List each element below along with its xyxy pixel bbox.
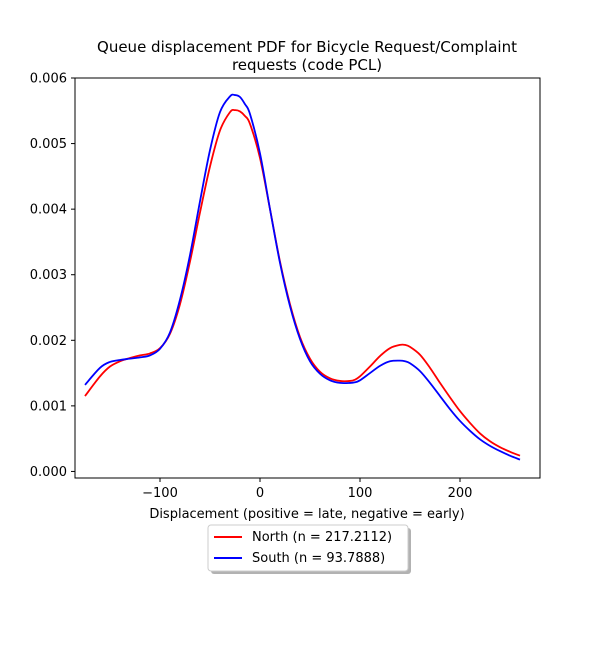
legend-label-south: South (n = 93.7888) — [252, 551, 385, 566]
legend-label-north: North (n = 217.2112) — [252, 530, 392, 545]
legend: North (n = 217.2112) South (n = 93.7888) — [207, 524, 411, 574]
x-tick-label: 100 — [348, 486, 373, 501]
legend-box — [207, 524, 409, 572]
plot-area — [74, 77, 541, 479]
x-tick-label: −100 — [142, 486, 178, 501]
x-axis-label: Displacement (positive = late, negative … — [149, 507, 464, 522]
x-axis-ticks: −100 0 100 200 — [142, 478, 472, 501]
chart-title-line-2: requests (code PCL) — [232, 56, 382, 74]
y-tick-label: 0.000 — [30, 465, 67, 480]
series-lines — [84, 93, 521, 461]
y-tick-label: 0.005 — [30, 137, 67, 152]
y-tick-label: 0.002 — [30, 334, 67, 349]
series-line-south — [84, 93, 521, 461]
y-tick-label: 0.003 — [30, 268, 67, 283]
y-tick-label: 0.004 — [30, 203, 67, 218]
series-line-north — [84, 108, 521, 457]
x-tick-label: 200 — [448, 486, 473, 501]
y-tick-label: 0.006 — [30, 72, 67, 87]
chart-title-line-1: Queue displacement PDF for Bicycle Reque… — [97, 38, 517, 56]
chart-title: Queue displacement PDF for Bicycle Reque… — [97, 38, 517, 74]
x-tick-label: 0 — [256, 486, 264, 501]
y-tick-label: 0.001 — [30, 399, 67, 414]
y-axis-ticks: 0.000 0.001 0.002 0.003 0.004 0.005 0.006 — [30, 72, 75, 480]
